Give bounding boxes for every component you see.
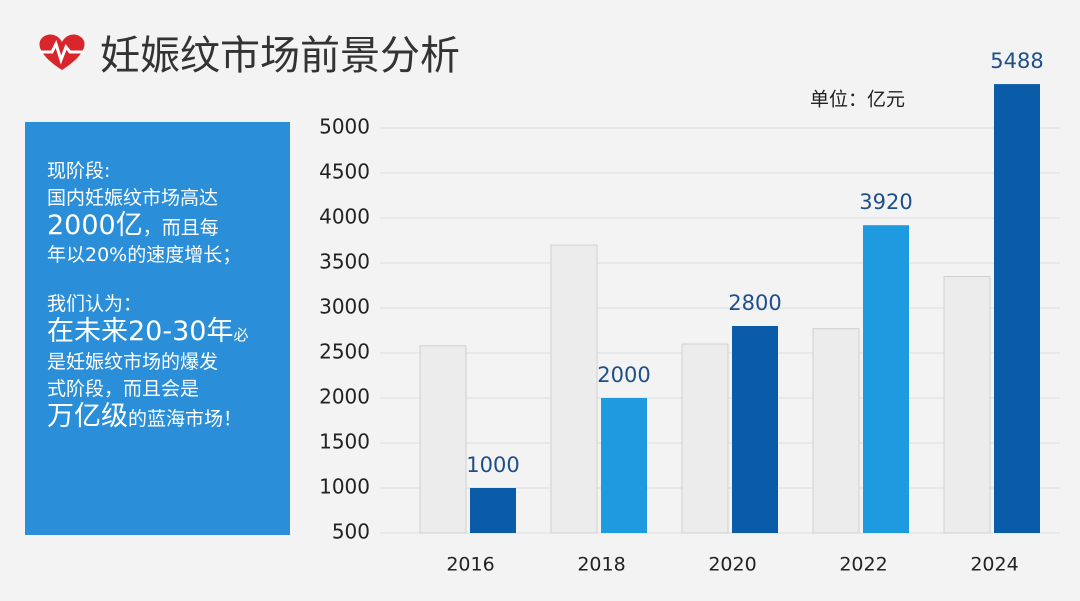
text: 我们认为： (47, 293, 143, 315)
y-tick-label: 4500 (319, 160, 370, 184)
title: 妊娠纹市场前景分析 (100, 33, 460, 79)
bar (863, 225, 909, 533)
line: 国内妊娠纹市场高达 (47, 185, 280, 212)
x-tick-label: 2020 (708, 554, 756, 576)
bar (681, 343, 729, 534)
line: 年以20%的速度增长； (47, 242, 280, 269)
text: 国内妊娠纹市场高达 (47, 187, 219, 209)
y-tick-label: 2000 (319, 385, 370, 409)
y-tick-label: 1000 (319, 475, 370, 499)
text: ，而且每 (142, 217, 219, 239)
value-label: 1000 (466, 453, 519, 477)
line: 式阶段，而且会是 (47, 376, 280, 403)
text: 年以20%的速度增长； (47, 244, 242, 266)
text: 2000亿 (47, 210, 143, 241)
pulse-icon (40, 40, 84, 65)
y-tick-label: 500 (332, 520, 370, 544)
line: 在未来20-30年必 (47, 318, 280, 349)
line: 是妊娠纹市场的爆发 (47, 349, 280, 376)
text: 是妊娠纹市场的爆发 (47, 351, 219, 373)
text: 在未来20-30年 (47, 316, 234, 347)
x-tick-label: 2022 (839, 554, 887, 576)
x-tick-label: 2024 (970, 554, 1018, 576)
text: 的蓝海市场！ (128, 408, 243, 430)
x-tick-label: 2018 (577, 554, 625, 576)
bar (943, 276, 991, 534)
bar (812, 328, 860, 534)
y-tick-label: 4000 (319, 205, 370, 229)
x-tick-label: 2016 (446, 554, 494, 576)
text: 万亿级 (47, 401, 128, 432)
value-label: 2000 (597, 363, 650, 387)
bar (994, 84, 1040, 533)
heart-icon (39, 34, 85, 70)
value-label: 3920 (859, 190, 912, 214)
y-tick-label: 5000 (319, 115, 370, 139)
value-label: 2800 (728, 291, 781, 315)
y-tick-label: 2500 (319, 340, 370, 364)
y-tick-label: 3000 (319, 295, 370, 319)
bar (470, 488, 516, 533)
text: 必 (233, 326, 249, 344)
value-label: 5488 (990, 49, 1043, 73)
line: 我们认为： (47, 291, 280, 318)
bar (732, 326, 778, 533)
bar (419, 345, 467, 534)
unit-label: 单位：亿元 (810, 89, 905, 111)
bar (550, 244, 598, 534)
sidebar: 现阶段: 国内妊娠纹市场高达 2000亿，而且每 年以20%的速度增长； 我们认… (25, 122, 290, 535)
y-tick-label: 1500 (319, 430, 370, 454)
line: 万亿级的蓝海市场！ (47, 403, 280, 433)
bar (601, 398, 647, 533)
text: 现阶段: (47, 160, 111, 182)
line: 现阶段: (47, 158, 280, 185)
y-tick-label: 3500 (319, 250, 370, 274)
line: 2000亿，而且每 (47, 212, 280, 242)
text: 式阶段，而且会是 (47, 378, 200, 400)
